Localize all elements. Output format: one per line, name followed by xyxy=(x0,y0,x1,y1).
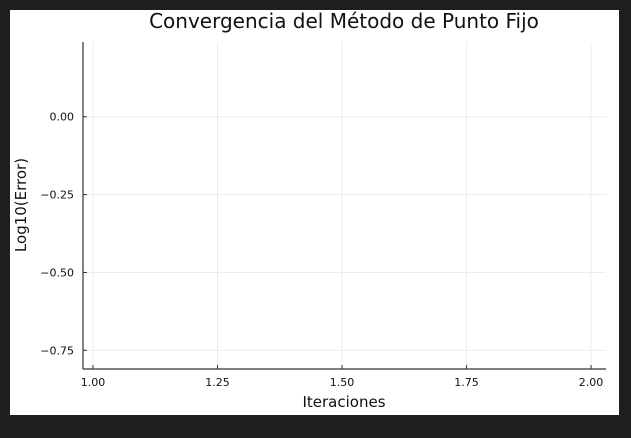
chart-title: Convergencia del Método de Punto Fijo xyxy=(149,9,539,33)
grid xyxy=(83,42,606,369)
y-axis-label: Log10(Error) xyxy=(12,158,30,252)
y-tick-label: 0.00 xyxy=(50,111,75,124)
x-axis-label: Iteraciones xyxy=(302,393,385,411)
x-tick-label: 1.75 xyxy=(454,376,479,389)
x-tick-label: 2.00 xyxy=(579,376,604,389)
x-tick-label: 1.50 xyxy=(330,376,355,389)
ticks: 1.00 1.25 1.50 1.75 2.00 0.00 −0.25 −0.50 −0.75 xyxy=(40,111,603,389)
x-tick-label: 1.25 xyxy=(205,376,230,389)
axes xyxy=(82,42,606,370)
y-tick-label: −0.25 xyxy=(40,189,74,202)
y-tick-label: −0.75 xyxy=(40,344,74,357)
plot-background xyxy=(10,10,619,415)
x-tick-label: 1.00 xyxy=(81,376,106,389)
y-tick-label: −0.50 xyxy=(40,266,74,279)
